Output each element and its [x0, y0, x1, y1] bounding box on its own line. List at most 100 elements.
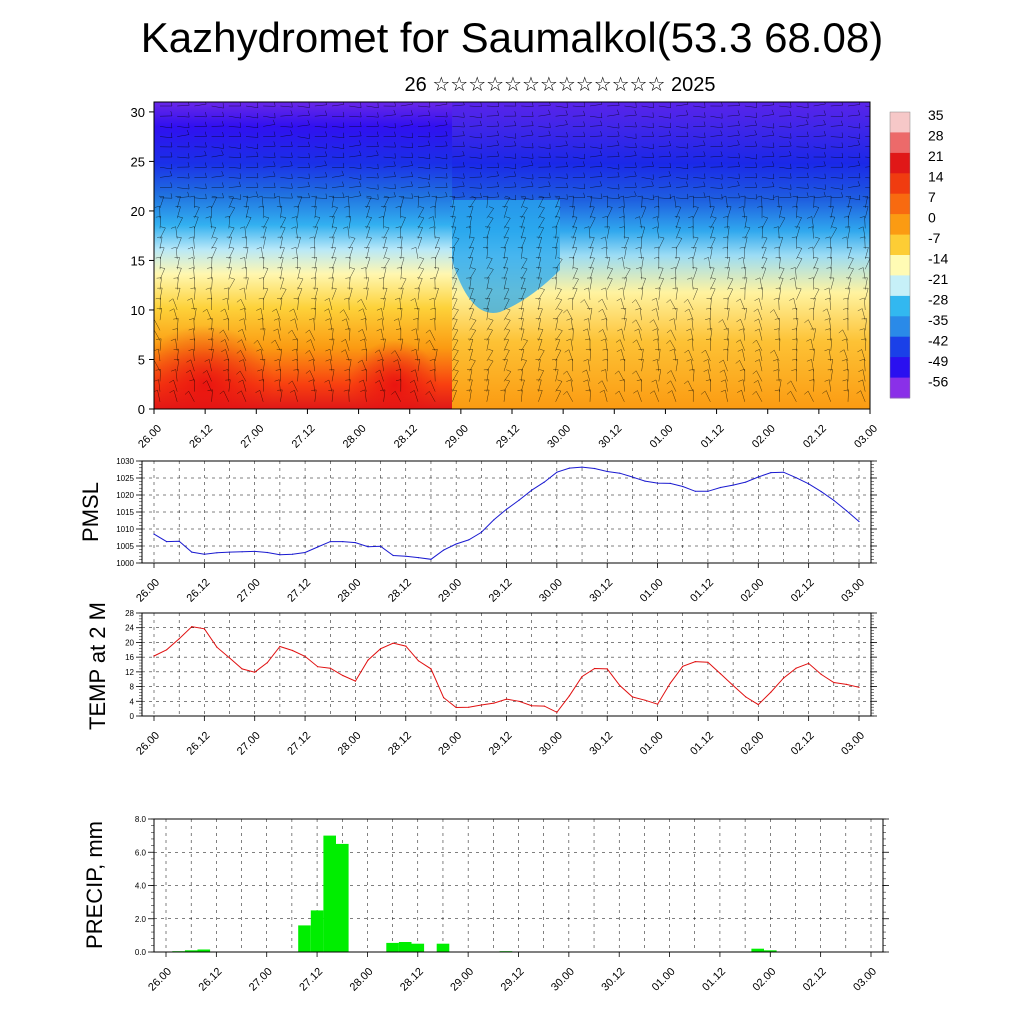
wind-barb-flag [599, 389, 605, 393]
wind-barb [710, 155, 723, 158]
wind-barb-flag [670, 267, 676, 269]
wind-barb [296, 359, 298, 372]
x-tick-label: 26.00 [134, 577, 162, 605]
wind-barb-flag [463, 122, 465, 128]
wind-barb-flag [789, 110, 792, 116]
wind-barb [297, 267, 301, 280]
wind-barb [157, 390, 161, 402]
wind-barb-flag [325, 110, 328, 116]
wind-barb [830, 156, 843, 159]
wind-barb-flag [703, 181, 706, 187]
wind-barb-flag [517, 246, 523, 248]
panel-frame-top [153, 818, 884, 953]
series-point [594, 667, 596, 670]
wind-barb [710, 126, 723, 129]
heatmap-x-tick-label: 30.00 [545, 423, 573, 451]
wind-barb [589, 166, 603, 168]
wind-barb-flag [430, 256, 436, 259]
wind-barb [658, 197, 671, 200]
wind-barb [555, 359, 558, 372]
x-tick-label: 28.12 [398, 966, 426, 994]
wind-barb-flag [360, 112, 362, 118]
wind-barb-flag [411, 152, 414, 158]
wind-barb [624, 318, 627, 331]
wind-barb [847, 197, 860, 201]
series-point [291, 553, 294, 555]
wind-barb-flag [428, 120, 431, 126]
wind-barb-flag [720, 161, 723, 167]
wind-barb-flag [505, 328, 510, 331]
wind-barb [641, 146, 654, 150]
wind-barb [362, 308, 367, 321]
wind-barb [469, 156, 482, 159]
series-point [505, 698, 508, 700]
wind-barb [847, 216, 850, 229]
wind-barb [227, 318, 230, 331]
wind-barb [675, 246, 677, 260]
wind-barb-flag [566, 182, 568, 188]
wind-barb [727, 297, 729, 311]
wind-barb-flag [651, 379, 657, 383]
wind-barb-flag [221, 171, 224, 176]
wind-barb-flag [557, 257, 563, 260]
wind-barb-flag [482, 236, 489, 238]
wind-barb-flag [396, 267, 402, 269]
wind-barb [206, 309, 212, 321]
wind-barb [486, 277, 490, 290]
wind-barb-flag [462, 191, 465, 197]
wind-barb-flag [426, 380, 431, 384]
series-point [178, 540, 180, 542]
wind-barb [348, 277, 351, 290]
y-tick-label: 1010 [116, 525, 134, 534]
wind-barb-flag [207, 338, 214, 340]
wind-barb [452, 186, 465, 188]
wind-barb [278, 318, 281, 331]
wind-barb [434, 237, 440, 249]
wind-barb-flag [325, 143, 327, 149]
x-tick-label: 01.12 [688, 730, 716, 758]
wind-barb [177, 126, 190, 129]
wind-barb [555, 197, 568, 200]
wind-barb [434, 288, 439, 300]
wind-barb [538, 146, 551, 150]
series-point [166, 541, 168, 543]
wind-barb [639, 216, 642, 229]
wind-barb [865, 105, 870, 107]
wind-barb-flag [617, 102, 620, 106]
wind-barb-flag [549, 152, 551, 158]
wind-barb-flag [826, 195, 832, 198]
wind-barb-flag [289, 308, 294, 312]
series-point [329, 667, 331, 669]
wind-barb-flag [480, 153, 482, 159]
wind-barb [572, 237, 577, 249]
wind-barb [193, 328, 195, 341]
wind-barb [653, 390, 660, 402]
wind-barb-flag [773, 173, 775, 179]
precip-panel: 0.02.04.06.08.026.00 26.12 27.00 27.12 28.00… [82, 815, 889, 994]
wind-barb-flag [566, 194, 568, 200]
wind-barb-flag [567, 358, 573, 361]
wind-barb [469, 299, 476, 311]
wind-barb [829, 297, 832, 311]
wind-barb [503, 136, 516, 139]
wind-barb-flag [737, 120, 740, 126]
y-tick-label: 4 [130, 697, 135, 706]
wind-barb [675, 287, 678, 300]
wind-barb [486, 155, 499, 158]
wind-barb-flag [514, 120, 517, 126]
wind-barb-flag [531, 111, 534, 117]
series-point [367, 659, 369, 661]
series-point [858, 686, 860, 688]
wind-barb [555, 105, 568, 108]
wind-barb [830, 359, 834, 372]
wind-barb-flag [344, 205, 350, 208]
wind-barb [796, 196, 809, 199]
wind-barb [830, 104, 843, 107]
wind-barb [641, 226, 646, 239]
wind-barb-flag [239, 163, 241, 169]
wind-barb-flag [325, 348, 331, 352]
wind-barb-flag [598, 308, 603, 313]
wind-barb [796, 217, 802, 229]
wind-barb-flag [497, 151, 500, 157]
wind-barb [555, 124, 568, 127]
